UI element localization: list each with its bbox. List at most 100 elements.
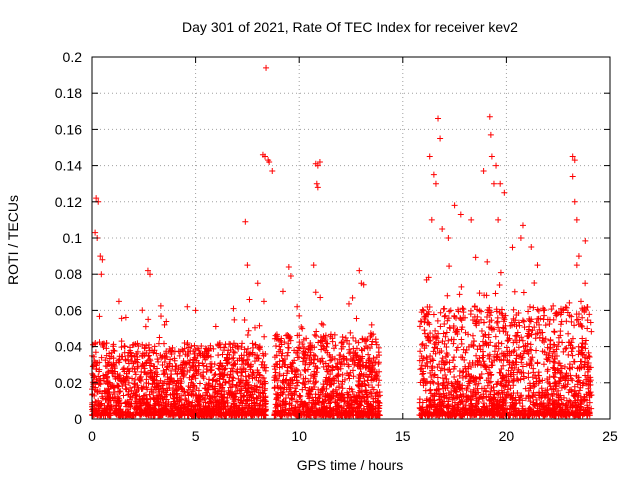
data-point <box>547 337 554 344</box>
data-point <box>266 158 273 165</box>
data-point <box>324 393 331 400</box>
data-point <box>338 405 345 412</box>
data-point <box>323 340 330 347</box>
data-point <box>503 381 510 388</box>
data-point <box>434 380 441 387</box>
data-point <box>256 407 263 414</box>
data-point <box>584 317 591 324</box>
data-point <box>150 402 157 409</box>
data-point <box>244 262 251 269</box>
data-point <box>495 409 502 416</box>
data-point <box>256 322 263 329</box>
data-point <box>520 412 527 419</box>
data-point <box>129 365 136 372</box>
data-point <box>134 364 141 371</box>
data-point <box>339 385 346 392</box>
data-point <box>500 362 507 369</box>
data-point <box>239 369 246 376</box>
data-point <box>458 283 465 290</box>
data-point <box>277 346 284 353</box>
data-point <box>563 318 570 325</box>
data-point <box>195 366 202 373</box>
data-point <box>546 374 553 381</box>
data-point <box>416 412 423 419</box>
data-point <box>164 376 171 383</box>
data-point <box>478 410 485 417</box>
data-point <box>311 331 318 338</box>
data-point <box>550 302 557 309</box>
data-point <box>231 360 238 367</box>
data-point <box>259 398 266 405</box>
data-point <box>137 407 144 414</box>
data-point <box>441 340 448 347</box>
data-point <box>568 318 575 325</box>
data-point <box>490 180 497 187</box>
data-point <box>327 353 334 360</box>
data-point <box>365 381 372 388</box>
data-point <box>500 350 507 357</box>
data-point <box>350 408 357 415</box>
data-point <box>318 346 325 353</box>
data-point <box>546 345 553 352</box>
data-point <box>493 162 500 169</box>
data-point <box>112 375 119 382</box>
data-point <box>442 385 449 392</box>
data-point <box>375 382 382 389</box>
data-point <box>255 355 262 362</box>
data-point <box>155 358 162 365</box>
data-point <box>584 363 591 370</box>
data-point <box>296 332 303 339</box>
data-point <box>494 404 501 411</box>
data-point <box>494 318 501 325</box>
y-tick-label: 0.08 <box>55 266 82 282</box>
data-point <box>332 386 339 393</box>
data-point <box>171 401 178 408</box>
data-point <box>562 383 569 390</box>
data-point <box>271 354 278 361</box>
data-point <box>249 404 256 411</box>
data-point <box>551 329 558 336</box>
data-point <box>90 363 97 370</box>
data-point <box>497 403 504 410</box>
data-point <box>480 358 487 365</box>
data-point <box>184 303 191 310</box>
data-point <box>102 362 109 369</box>
data-point <box>436 349 443 356</box>
data-point <box>444 403 451 410</box>
data-point <box>445 315 452 322</box>
data-point <box>431 344 438 351</box>
data-point <box>466 406 473 413</box>
data-point <box>485 375 492 382</box>
data-point <box>222 379 229 386</box>
data-point <box>529 394 536 401</box>
data-point <box>278 335 285 342</box>
data-point <box>161 359 168 366</box>
data-point <box>509 359 516 366</box>
data-point <box>365 374 372 381</box>
x-tick-label: 5 <box>192 428 200 444</box>
data-point <box>129 375 136 382</box>
data-point <box>445 379 452 386</box>
data-point <box>349 388 356 395</box>
data-point <box>181 388 188 395</box>
data-point <box>504 337 511 344</box>
data-point <box>575 351 582 358</box>
data-point <box>306 385 313 392</box>
data-point <box>557 332 564 339</box>
data-point <box>202 348 209 355</box>
data-point <box>424 378 431 385</box>
data-point <box>530 399 537 406</box>
data-point <box>434 317 441 324</box>
data-point <box>147 367 154 374</box>
data-point <box>189 380 196 387</box>
data-point <box>331 331 338 338</box>
data-point <box>128 412 135 419</box>
data-point <box>430 372 437 379</box>
data-point <box>340 338 347 345</box>
data-point <box>444 403 451 410</box>
data-point <box>427 330 434 337</box>
data-point <box>192 375 199 382</box>
data-point <box>488 371 495 378</box>
data-point <box>350 334 357 341</box>
data-point <box>245 385 252 392</box>
